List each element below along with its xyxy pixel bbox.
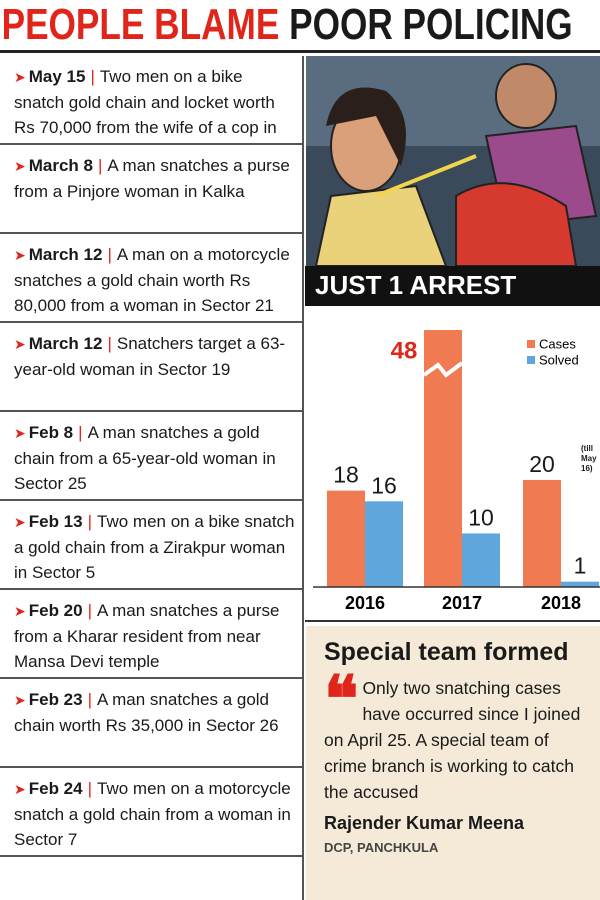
separator: | bbox=[78, 423, 83, 442]
arrow-icon: ➤ bbox=[14, 425, 26, 441]
incident-date: Feb 8 bbox=[28, 423, 74, 442]
data-label: 20 bbox=[529, 451, 555, 477]
arrow-icon: ➤ bbox=[14, 336, 26, 352]
title-black: POOR POLICING bbox=[289, 0, 573, 49]
arrow-icon: ➤ bbox=[14, 247, 26, 263]
arrow-icon: ➤ bbox=[14, 781, 26, 797]
x-tick-label: 2016 bbox=[345, 593, 385, 613]
incident-date: Feb 20 bbox=[28, 601, 83, 620]
incident-date: March 12 bbox=[28, 334, 103, 353]
incident-list: ➤ May 15 | Two men on a bike snatch gold ch… bbox=[0, 56, 304, 900]
incident-text: A man snatches a purse from a Kharar res… bbox=[14, 601, 280, 671]
incident-date: Feb 13 bbox=[28, 512, 83, 531]
incident-text: A man snatches a purse from a Pinjore wo… bbox=[14, 156, 290, 201]
incident-text: Two men on a bike snatch a gold chain fr… bbox=[14, 512, 295, 582]
quote-author: Rajender Kumar Meena bbox=[324, 813, 525, 833]
legend-label: Cases bbox=[539, 336, 576, 351]
chart-title: JUST 1 ARREST bbox=[315, 270, 516, 300]
separator: | bbox=[87, 690, 93, 709]
legend-swatch bbox=[527, 356, 535, 364]
data-label: 1 bbox=[574, 553, 587, 579]
incident: ➤ Feb 8 | A man snatches a gold chain from … bbox=[0, 412, 302, 501]
separator: | bbox=[97, 156, 103, 175]
header: PEOPLE BLAME POOR POLICING bbox=[0, 0, 600, 53]
separator: | bbox=[87, 512, 93, 531]
bar bbox=[561, 581, 599, 587]
separator: | bbox=[87, 779, 93, 798]
separator: | bbox=[87, 601, 93, 620]
data-label: 16 bbox=[371, 472, 397, 498]
quote-title: Special team formed bbox=[324, 638, 569, 666]
incident: ➤ Feb 24 | Two men on a motorcycle snatch a… bbox=[0, 768, 302, 857]
bar bbox=[523, 479, 561, 587]
incident-text: A man on a motorcycle snatches a gold ch… bbox=[14, 245, 290, 315]
incident: ➤ Feb 13 | Two men on a bike snatch a gold … bbox=[0, 501, 302, 590]
data-label: 10 bbox=[468, 505, 494, 531]
incident: ➤ May 15 | Two men on a bike snatch gold ch… bbox=[0, 56, 302, 145]
annotation-box: (till May 16) bbox=[581, 444, 597, 473]
arrow-icon: ➤ bbox=[14, 158, 26, 174]
incident-text: Two men on a bike snatch gold chain and … bbox=[14, 67, 277, 137]
illustration bbox=[306, 56, 600, 266]
incident-date: Feb 23 bbox=[28, 690, 83, 709]
separator: | bbox=[90, 67, 95, 86]
data-label: 18 bbox=[333, 462, 359, 488]
bar bbox=[462, 533, 500, 587]
incident-date: March 8 bbox=[28, 156, 93, 175]
incident-date: Feb 24 bbox=[28, 779, 83, 798]
separator: | bbox=[107, 334, 112, 353]
legend-swatch bbox=[527, 340, 535, 348]
bar bbox=[365, 501, 403, 587]
incident-text: A man snatches a gold chain from a 65-ye… bbox=[14, 423, 276, 493]
incident: ➤ Feb 23 | A man snatches a gold chain wort… bbox=[0, 679, 302, 768]
incident: ➤ March 8 | A man snatches a purse from a P… bbox=[0, 145, 302, 234]
arrow-icon: ➤ bbox=[14, 514, 26, 530]
incident-text: Snatchers target a 63-year-old woman in … bbox=[14, 334, 286, 379]
incident: ➤ March 12 | A man on a motorcycle snatches… bbox=[0, 234, 302, 323]
separator: | bbox=[107, 245, 112, 264]
arrow-icon: ➤ bbox=[14, 603, 26, 619]
annotation: (till May 16) bbox=[581, 444, 597, 473]
quote-text: Only two snatching cases have occurred s… bbox=[324, 678, 581, 802]
incident-text: Two men on a motorcycle snatch a gold ch… bbox=[14, 779, 291, 849]
bar bbox=[327, 490, 365, 587]
incident-date: March 12 bbox=[28, 245, 103, 264]
x-tick-label: 2017 bbox=[442, 593, 482, 613]
quote-role: DCP, PANCHKULA bbox=[324, 840, 439, 855]
axis-break bbox=[422, 361, 464, 378]
quote-box: Special team formed ❝ Only two snatching … bbox=[306, 626, 600, 900]
incident-text: A man snatches a gold chain worth Rs 35,… bbox=[14, 690, 279, 735]
x-tick-label: 2018 bbox=[541, 593, 581, 613]
title-red: PEOPLE BLAME bbox=[1, 0, 280, 49]
arrow-icon: ➤ bbox=[14, 69, 26, 85]
legend-label: Solved bbox=[539, 352, 579, 367]
incident: ➤ Feb 20 | A man snatches a purse from a Kh… bbox=[0, 590, 302, 679]
incident: ➤ March 12 | Snatchers target a 63-year-old… bbox=[0, 323, 302, 412]
arrow-icon: ➤ bbox=[14, 692, 26, 708]
data-label: 48 bbox=[391, 337, 418, 364]
incident-date: May 15 bbox=[28, 67, 86, 86]
chart: JUST 1 ARREST 18 16 2016 48 10 2017 20 1 2018 Cas… bbox=[305, 266, 600, 624]
